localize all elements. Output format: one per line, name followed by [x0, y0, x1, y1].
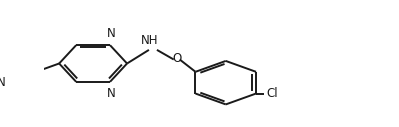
Text: N: N: [107, 87, 115, 100]
Text: Cl: Cl: [266, 87, 278, 100]
Text: N: N: [0, 76, 5, 89]
Text: NH: NH: [141, 34, 159, 47]
Text: N: N: [107, 27, 115, 40]
Text: O: O: [172, 52, 182, 65]
